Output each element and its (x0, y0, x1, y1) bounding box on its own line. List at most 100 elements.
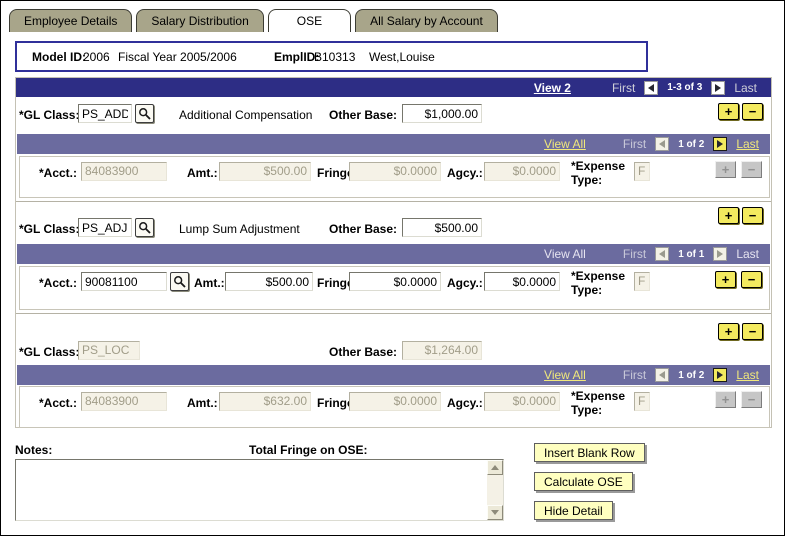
tab-salary-distribution[interactable]: Salary Distribution (136, 9, 264, 32)
agcy-label: Agcy.: (447, 166, 483, 180)
agcy-label: Agcy.: (447, 396, 483, 410)
other-base-input[interactable] (402, 104, 482, 123)
expense-type-value: F (634, 392, 650, 411)
add-acct-row-button: + (715, 391, 736, 408)
section-divider (16, 201, 771, 203)
next-row-button (713, 247, 728, 261)
model-id-label: Model ID: (32, 50, 86, 64)
gl-class-lookup-button[interactable] (135, 218, 154, 237)
amt-label: Amt.: (194, 276, 225, 290)
remove-acct-row-button: − (741, 161, 762, 178)
record-key-box: Model ID: 2006 Fiscal Year 2005/2006 Emp… (15, 41, 648, 72)
agcy-input[interactable] (484, 272, 560, 291)
emplid-label: EmplID: (274, 50, 320, 64)
view-2-link[interactable]: View 2 (533, 80, 571, 95)
notes-label: Notes: (15, 443, 53, 457)
arrow-left-icon (659, 250, 666, 258)
fringe-value: $0.0000 (349, 162, 441, 181)
last-link[interactable]: Last (736, 137, 759, 151)
arrow-left-icon (659, 140, 666, 148)
remove-acct-row-button: − (741, 391, 762, 408)
insert-blank-row-button[interactable]: Insert Blank Row (534, 443, 645, 462)
amt-input[interactable] (225, 272, 313, 291)
other-base-value: $1,264.00 (402, 341, 482, 360)
remove-gl-row-button[interactable]: − (742, 323, 763, 340)
acct-input[interactable] (81, 272, 167, 291)
remove-acct-row-button[interactable]: − (741, 271, 762, 288)
notes-field-wrap (15, 459, 504, 521)
expense-type-label: *Expense Type: (571, 389, 626, 417)
employee-name-value: West,Louise (369, 50, 435, 64)
row-range-label: 1 of 2 (678, 369, 705, 381)
previous-row-button (655, 137, 670, 151)
expense-type-value: F (634, 162, 650, 181)
arrow-up-icon (491, 465, 499, 470)
hide-detail-button[interactable]: Hide Detail (534, 501, 613, 520)
arrow-down-icon (491, 510, 499, 515)
fringe-value: $0.0000 (349, 392, 441, 411)
other-base-input[interactable] (402, 218, 482, 237)
expense-type-value: F (634, 272, 650, 291)
tab-employee-details[interactable]: Employee Details (9, 9, 133, 32)
gl-class-input[interactable] (78, 218, 132, 237)
add-gl-row-button[interactable]: + (718, 207, 739, 224)
next-row-button[interactable] (713, 368, 728, 382)
emplid-value: B10313 (314, 50, 356, 64)
notes-scrollbar[interactable] (487, 460, 503, 520)
view-all-link[interactable]: View All (544, 137, 586, 151)
fringe-label: Fringe: (317, 166, 358, 180)
gl-class-lookup-button[interactable] (135, 104, 154, 123)
arrow-left-icon (659, 371, 666, 379)
fringe-input[interactable] (349, 272, 441, 291)
scroll-up-button[interactable] (487, 460, 503, 475)
arrow-right-icon (717, 140, 724, 148)
gl-class-input[interactable] (78, 104, 132, 123)
next-row-button[interactable] (713, 137, 728, 151)
tab-all-salary-by-account[interactable]: All Salary by Account (355, 9, 498, 32)
other-base-label: Other Base: (329, 108, 398, 122)
grid-nav-bar: View 2 First 1-3 of 3 Last (16, 78, 771, 97)
calculate-ose-button[interactable]: Calculate OSE (534, 472, 633, 491)
gl-class-label: *GL Class: (19, 345, 80, 359)
add-gl-row-button[interactable]: + (718, 103, 739, 120)
detail-nav-bar: View All First 1 of 2 Last (17, 365, 770, 385)
row-range-label: 1 of 1 (678, 248, 705, 260)
other-base-label: Other Base: (329, 345, 398, 359)
add-gl-row-button[interactable]: + (718, 323, 739, 340)
remove-gl-row-button[interactable]: − (742, 103, 763, 120)
last-link[interactable]: Last (736, 368, 759, 382)
amt-label: Amt.: (187, 396, 218, 410)
remove-gl-row-button[interactable]: − (742, 207, 763, 224)
arrow-right-icon (715, 83, 722, 92)
scroll-down-button[interactable] (487, 505, 503, 520)
first-link: First (611, 80, 636, 95)
tab-ose[interactable]: OSE (267, 9, 352, 32)
agcy-value: $0.0000 (484, 162, 560, 181)
agcy-value: $0.0000 (484, 392, 560, 411)
acct-label: *Acct.: (39, 396, 78, 410)
view-all-link[interactable]: View All (544, 368, 586, 382)
previous-row-button (655, 368, 670, 382)
gl-class-label: *GL Class: (19, 108, 80, 122)
view-all-link: View All (544, 247, 586, 261)
section-divider (16, 313, 771, 315)
next-rows-button[interactable] (711, 80, 726, 95)
other-base-label: Other Base: (329, 222, 398, 236)
amt-value: $500.00 (219, 162, 311, 181)
acct-label: *Acct.: (39, 276, 78, 290)
previous-rows-button[interactable] (644, 80, 659, 95)
add-acct-row-button: + (715, 161, 736, 178)
acct-lookup-button[interactable] (170, 272, 189, 291)
add-acct-row-button[interactable]: + (715, 271, 736, 288)
acct-value: 84083900 (81, 162, 167, 181)
acct-label: *Acct.: (39, 166, 78, 180)
fringe-label: Fringe: (317, 396, 358, 410)
expense-type-label: *Expense Type: (571, 269, 626, 297)
detail-nav-bar: View All First 1 of 2 Last (17, 134, 770, 154)
row-range-label: 1 of 2 (678, 138, 705, 150)
notes-textarea[interactable] (16, 460, 487, 520)
gl-class-label: *GL Class: (19, 222, 80, 236)
row-range-label: 1-3 of 3 (667, 82, 703, 93)
first-link: First (622, 137, 647, 151)
previous-row-button (655, 247, 670, 261)
